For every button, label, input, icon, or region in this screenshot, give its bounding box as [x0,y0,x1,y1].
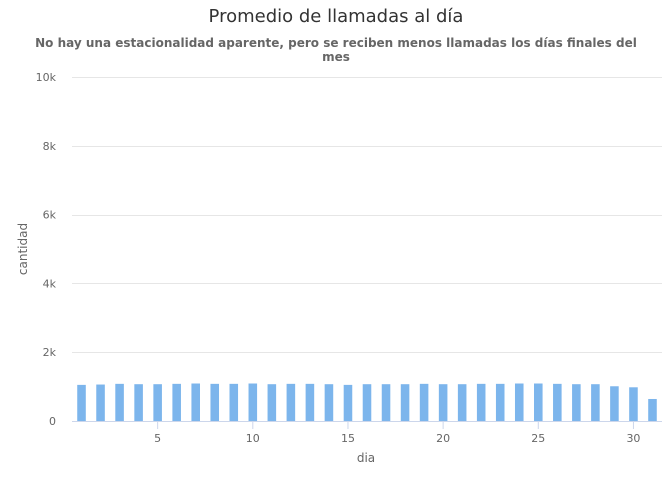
y-tick-label: 0 [49,415,56,428]
x-tick-label: 20 [436,432,450,445]
y-tick-label: 8k [43,140,57,153]
bar[interactable] [191,383,200,421]
bar[interactable] [134,384,143,421]
bar[interactable] [495,383,505,421]
y-tick-label: 10k [36,71,57,84]
bar[interactable] [419,383,429,421]
bar[interactable] [248,383,258,421]
bar[interactable] [514,383,524,421]
bar[interactable] [324,384,334,421]
gridlines [72,77,662,422]
bar[interactable] [96,384,105,421]
bar[interactable] [286,383,296,421]
y-axis-label: cantidad [16,223,30,275]
y-axis-ticks: 0 2k 4k 6k 8k 10k [36,71,57,428]
bar[interactable] [610,386,619,421]
y-tick-label: 6k [43,209,57,222]
y-tick-label: 2k [43,346,57,359]
bar[interactable] [343,384,353,421]
y-tick-label: 4k [43,277,57,290]
x-tick-label: 30 [626,432,640,445]
bar[interactable] [362,384,372,421]
bar[interactable] [476,383,486,421]
bar[interactable] [629,387,638,421]
chart-subtitle: No hay una estacionalidad aparente, pero… [35,36,637,64]
bar[interactable] [591,384,600,421]
x-axis-label: dia [357,451,375,465]
bar-series [77,383,657,421]
bar[interactable] [438,384,448,421]
bar[interactable] [648,398,657,421]
x-tick-label: 10 [246,432,260,445]
bar[interactable] [229,383,239,421]
x-tick-label: 25 [531,432,545,445]
bar[interactable] [381,384,391,421]
bar[interactable] [305,383,315,421]
bar[interactable] [77,384,86,421]
bar[interactable] [210,383,220,421]
bar[interactable] [553,383,562,421]
bar[interactable] [534,383,543,421]
x-tick-label: 15 [341,432,355,445]
bar[interactable] [457,384,467,421]
bar[interactable] [400,384,410,421]
bar[interactable] [172,383,181,421]
bar[interactable] [153,384,162,421]
x-tick-label: 5 [154,432,161,445]
bar[interactable] [572,384,581,421]
x-axis-ticks: 5 10 15 20 25 30 [154,421,640,445]
bar[interactable] [267,384,277,421]
chart-title: Promedio de llamadas al día [208,6,464,27]
bar[interactable] [115,383,124,421]
